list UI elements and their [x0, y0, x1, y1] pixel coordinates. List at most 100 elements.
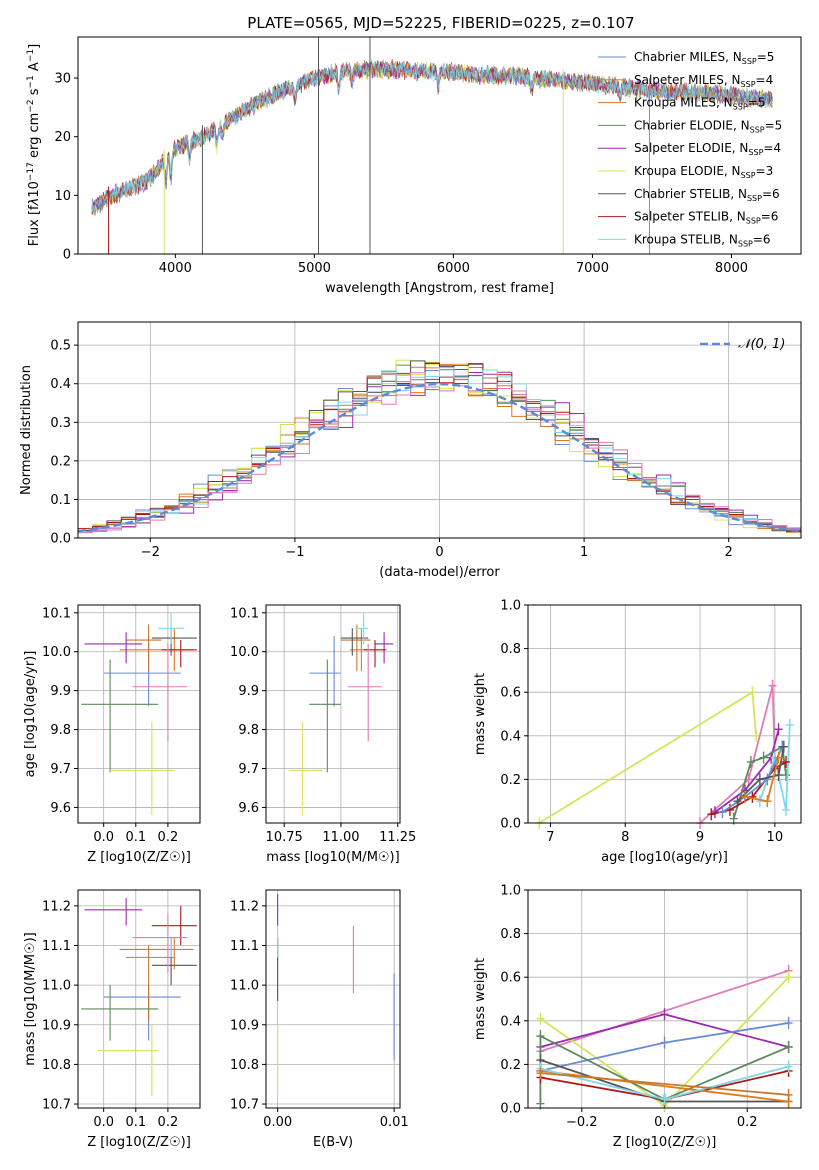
x-axis-label: Z [log10(Z/Z☉)] — [87, 850, 191, 865]
x-tick-label: 10 — [767, 830, 784, 845]
legend-label: 𝒩(0, 1) — [738, 337, 785, 352]
y-tick-label: 9.8 — [238, 723, 259, 738]
x-axis-label: wavelength [Angstrom, rest frame] — [325, 281, 554, 296]
y-tick-label: 9.7 — [50, 762, 71, 777]
x-tick-label: 1 — [580, 545, 588, 560]
weight-line — [540, 1072, 789, 1096]
axes-frame — [77, 889, 201, 1109]
panel-weight-vs-age: 7 8 9 10 0.0 0.2 0.4 0.6 0.8 1.0 age [log10(age/yr… — [473, 599, 802, 865]
y-tick-label: 0.6 — [500, 686, 521, 701]
legend-label: Salpeter MILES, NSSP=4 — [634, 73, 773, 89]
y-tick-label: 0.8 — [500, 927, 521, 942]
y-tick-label: 11.0 — [42, 979, 71, 994]
spectrum-line — [91, 60, 773, 213]
y-tick-label: 10.9 — [230, 1018, 259, 1033]
y-tick-label: 10 — [54, 189, 71, 204]
y-tick-label: 10.1 — [230, 606, 259, 621]
y-tick-label: 0.0 — [50, 532, 71, 547]
x-tick-label: 8 — [621, 830, 629, 845]
y-tick-label: 0.0 — [500, 817, 521, 832]
weight-line — [736, 746, 785, 802]
y-axis-label: age [log10(age/yr)] — [23, 651, 38, 778]
y-tick-label: 11.2 — [42, 899, 71, 914]
x-axis-label: Z [log10(Z/Z☉)] — [613, 1135, 717, 1150]
x-tick-label: 0.2 — [737, 1115, 758, 1130]
plot-area — [288, 612, 394, 816]
x-tick-label: 0.01 — [380, 1115, 409, 1130]
y-tick-label: 0.5 — [50, 339, 71, 354]
axes-frame — [77, 321, 802, 539]
y-tick-label: 1.0 — [500, 599, 521, 614]
x-tick-label: −0.2 — [566, 1115, 598, 1130]
y-axis-label: Flux [fλ10−17 erg cm−2 s−1 A−1] — [26, 44, 42, 246]
y-tick-label: 0 — [63, 248, 71, 263]
x-tick-label: 0.2 — [158, 830, 179, 845]
y-tick-label: 9.7 — [238, 762, 259, 777]
plot-area — [91, 37, 773, 254]
y-tick-label: 10.0 — [230, 645, 259, 660]
legend: Chabrier MILES, NSSP=5 Salpeter MILES, NS… — [598, 50, 782, 248]
x-tick-label: 7 — [546, 830, 554, 845]
y-tick-label: 10.8 — [230, 1058, 259, 1073]
y-tick-label: 11.0 — [230, 979, 259, 994]
y-tick-label: 0.2 — [500, 1058, 521, 1073]
x-tick-label: 0.1 — [125, 1115, 146, 1130]
x-tick-label: 7000 — [576, 261, 609, 276]
panel-mass-vs-ebv: 0.00 0.01 10.7 10.8 10.9 11.0 11.1 11.2 E(B-V) — [230, 889, 409, 1150]
x-tick-label: 0.2 — [158, 1115, 179, 1130]
y-tick-label: 9.6 — [238, 801, 259, 816]
y-tick-label: 0.4 — [50, 377, 71, 392]
spectrum-line — [91, 60, 773, 213]
normal-curve — [78, 382, 801, 533]
legend-label: Kroupa ELODIE, NSSP=3 — [634, 164, 773, 180]
axes-frame — [77, 604, 201, 824]
y-axis-label: Normed distribution — [19, 365, 34, 495]
panel-mass-vs-Z: 0.0 0.1 0.2 10.7 10.8 10.9 11.0 11.1 11.2 Z [log1… — [23, 889, 201, 1150]
axes-frame — [77, 36, 802, 255]
y-tick-label: 0.8 — [500, 642, 521, 657]
plot-area — [536, 964, 793, 1112]
y-axis-label: mass weight — [473, 673, 488, 755]
y-tick-label: 0.1 — [50, 493, 71, 508]
legend-label: Chabrier ELODIE, NSSP=5 — [634, 118, 782, 134]
y-tick-label: 9.8 — [50, 723, 71, 738]
axes-frame — [527, 604, 802, 824]
y-tick-label: 9.6 — [50, 801, 71, 816]
y-tick-label: 10.7 — [42, 1098, 71, 1113]
x-tick-label: 0.0 — [93, 1115, 114, 1130]
y-tick-label: 0.4 — [500, 729, 521, 744]
histogram-series — [78, 367, 801, 538]
x-tick-label: 0.00 — [263, 1115, 292, 1130]
y-tick-label: 0.4 — [500, 1014, 521, 1029]
x-axis-label: age [log10(age/yr)] — [601, 850, 728, 865]
legend-label: Salpeter STELIB, NSSP=6 — [634, 210, 778, 226]
y-tick-label: 11.1 — [42, 939, 71, 954]
y-tick-label: 10.1 — [42, 606, 71, 621]
weight-line — [699, 685, 776, 824]
x-axis-label: Z [log10(Z/Z☉)] — [87, 1135, 191, 1150]
x-tick-label: 6000 — [437, 261, 470, 276]
y-tick-label: 10.8 — [42, 1058, 71, 1073]
plot-area — [535, 679, 794, 829]
x-tick-label: 2 — [725, 545, 733, 560]
panel-residuals: −2 −1 0 1 2 0.0 0.1 0.2 0.3 0.4 0.5 (data-model)/er… — [19, 321, 802, 580]
y-tick-label: 0.0 — [500, 1102, 521, 1117]
y-tick-label: 0.6 — [500, 971, 521, 986]
y-tick-label: 9.9 — [50, 684, 71, 699]
x-tick-label: 10.75 — [266, 830, 303, 845]
y-tick-label: 11.2 — [230, 899, 259, 914]
x-tick-label: 0 — [435, 545, 443, 560]
weight-line — [538, 690, 757, 824]
histogram-series — [78, 372, 801, 538]
x-tick-label: −1 — [285, 545, 304, 560]
y-axis-label: mass weight — [473, 958, 488, 1040]
legend-label: Chabrier MILES, NSSP=5 — [634, 50, 774, 66]
figure-title: PLATE=0565, MJD=52225, FIBERID=0225, z=0… — [247, 14, 634, 32]
panel-spectrum: 4000 5000 6000 7000 8000 0 10 20 30 wavelength [A… — [26, 36, 802, 296]
y-tick-label: 0.2 — [50, 454, 71, 469]
legend-label: Chabrier STELIB, NSSP=6 — [634, 187, 780, 203]
plot-area — [78, 359, 801, 538]
panel-age-vs-Z: 0.0 0.1 0.2 9.6 9.7 9.8 9.9 10.0 10.1 Z [log10(Z/… — [23, 604, 201, 865]
